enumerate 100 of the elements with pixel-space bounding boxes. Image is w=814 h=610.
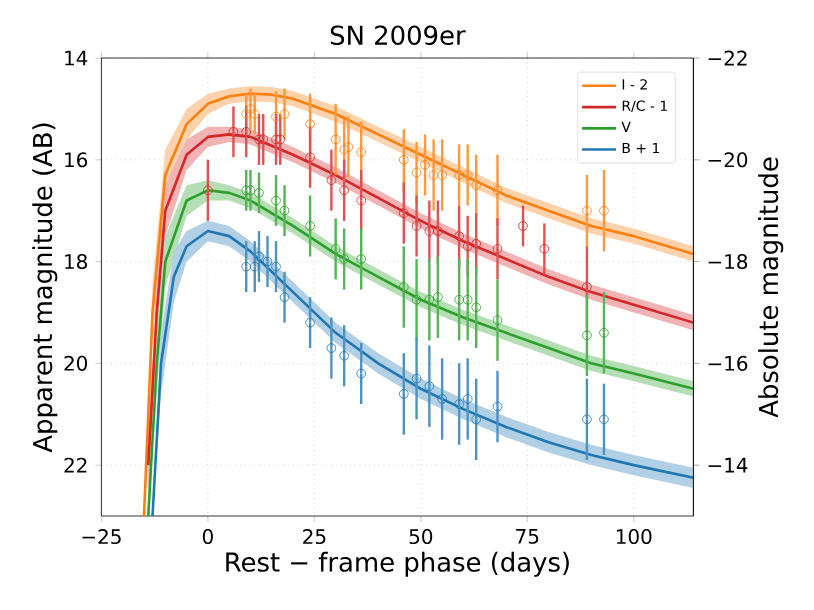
point bbox=[275, 134, 286, 145]
point bbox=[356, 147, 366, 157]
x-tick-label: 100 bbox=[616, 529, 652, 545]
y2-axis-title: Absolute magnitude bbox=[758, 157, 784, 418]
point bbox=[492, 401, 503, 412]
point bbox=[424, 294, 435, 305]
point bbox=[245, 185, 256, 196]
point bbox=[454, 170, 464, 180]
point bbox=[599, 414, 609, 425]
x-tick-label: −25 bbox=[82, 529, 121, 545]
point bbox=[582, 205, 592, 216]
point bbox=[539, 244, 550, 254]
point bbox=[339, 350, 349, 361]
point bbox=[279, 109, 290, 119]
point bbox=[339, 185, 349, 196]
point bbox=[339, 144, 349, 155]
point bbox=[471, 302, 481, 313]
x-axis-title: Rest − frame phase (days) bbox=[226, 551, 569, 577]
point bbox=[599, 328, 609, 338]
point bbox=[411, 221, 422, 231]
point bbox=[258, 134, 269, 145]
y2-tick-label: −14 bbox=[708, 457, 748, 473]
y2-tick-label: −16 bbox=[708, 355, 748, 371]
point bbox=[471, 238, 481, 249]
x-tick-label: 50 bbox=[409, 529, 433, 545]
point bbox=[433, 226, 443, 236]
point bbox=[454, 294, 464, 305]
point bbox=[203, 185, 213, 196]
x-tick-label: 25 bbox=[303, 529, 326, 545]
point bbox=[424, 226, 435, 236]
y2-tick-label: −20 bbox=[708, 152, 748, 168]
point bbox=[462, 170, 473, 180]
x-tick-label: 0 bbox=[202, 529, 213, 545]
point bbox=[454, 231, 464, 241]
point bbox=[399, 389, 409, 399]
point bbox=[599, 205, 609, 216]
point bbox=[326, 175, 337, 185]
point bbox=[424, 381, 435, 392]
point bbox=[254, 251, 264, 262]
point bbox=[271, 111, 281, 122]
point bbox=[249, 261, 260, 272]
point bbox=[518, 221, 528, 231]
point bbox=[411, 373, 422, 384]
point bbox=[471, 414, 481, 425]
point bbox=[254, 188, 264, 198]
point bbox=[254, 134, 264, 145]
point bbox=[241, 109, 251, 119]
point bbox=[271, 134, 281, 145]
point bbox=[305, 152, 315, 163]
point bbox=[433, 292, 443, 302]
chart-title: SN 2009er bbox=[330, 25, 466, 46]
point bbox=[411, 167, 422, 178]
point bbox=[399, 208, 409, 219]
point bbox=[582, 330, 592, 341]
y2-tick-label: −18 bbox=[708, 254, 748, 270]
point bbox=[411, 294, 422, 305]
point bbox=[471, 180, 481, 191]
point bbox=[492, 244, 503, 254]
point bbox=[454, 399, 464, 409]
point bbox=[428, 170, 439, 180]
point bbox=[241, 185, 251, 196]
point bbox=[241, 127, 251, 137]
point bbox=[356, 254, 366, 264]
point bbox=[271, 261, 281, 272]
point bbox=[492, 185, 503, 196]
y-tick-label: 14 bbox=[65, 50, 88, 66]
point bbox=[462, 294, 473, 305]
point bbox=[399, 155, 409, 165]
point bbox=[462, 394, 473, 404]
point bbox=[462, 241, 473, 252]
point bbox=[245, 104, 256, 114]
y-tick-label: 22 bbox=[64, 457, 87, 473]
y-tick-label: 18 bbox=[65, 254, 87, 270]
point bbox=[582, 282, 592, 292]
x-tick-label: 75 bbox=[516, 529, 539, 544]
point bbox=[326, 343, 337, 353]
y-tick-label: 16 bbox=[65, 152, 88, 168]
point bbox=[228, 127, 239, 137]
point bbox=[305, 119, 315, 129]
y2-tick-label: −22 bbox=[708, 50, 747, 66]
y-axis-title: Apparent magnitude (AB) bbox=[32, 123, 58, 453]
point bbox=[305, 317, 315, 328]
point bbox=[356, 368, 366, 379]
point bbox=[279, 205, 290, 216]
point bbox=[492, 315, 503, 325]
point bbox=[271, 195, 281, 206]
point bbox=[262, 256, 273, 267]
point bbox=[437, 394, 447, 404]
point bbox=[356, 195, 366, 206]
point bbox=[339, 254, 349, 264]
point bbox=[399, 282, 409, 292]
point bbox=[279, 292, 290, 302]
point bbox=[249, 109, 260, 119]
point bbox=[582, 414, 592, 425]
point bbox=[330, 134, 341, 145]
point bbox=[305, 221, 315, 231]
point bbox=[343, 142, 354, 152]
point bbox=[330, 244, 341, 254]
y-tick-label: 20 bbox=[64, 355, 88, 371]
point bbox=[241, 261, 251, 272]
